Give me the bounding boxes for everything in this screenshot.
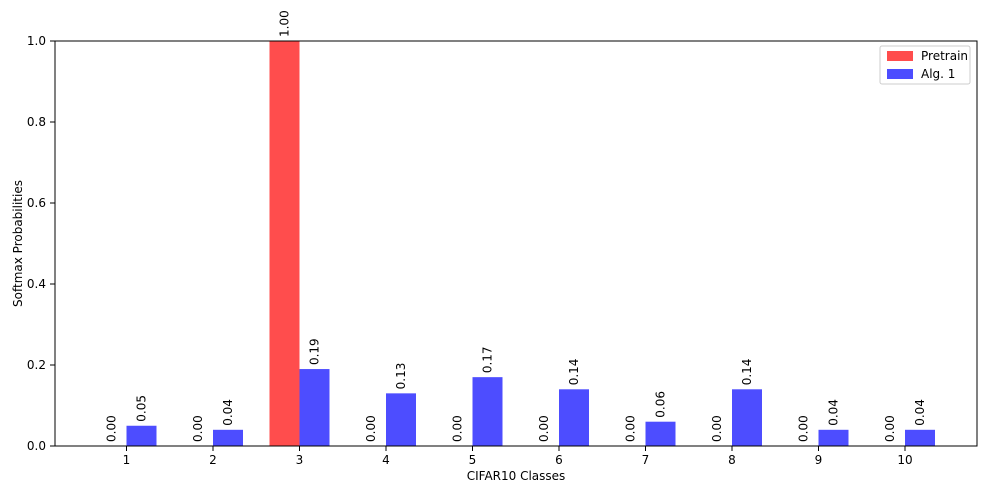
bar-label-alg1-1: 0.05: [135, 395, 149, 422]
bar-label-pretrain-3: 1.00: [278, 10, 292, 37]
legend-swatch-pretrain: [887, 51, 913, 61]
bar-label-alg1-10: 0.04: [913, 399, 927, 426]
bar-label-alg1-2: 0.04: [221, 399, 235, 426]
bar-label-pretrain-4: 0.00: [364, 415, 378, 442]
bar-alg1-4: [386, 393, 416, 446]
y-tick-label-1.0: 1.0: [27, 34, 46, 48]
plot-frame: [54, 40, 978, 447]
bar-label-alg1-7: 0.06: [654, 391, 668, 418]
bar-label-pretrain-9: 0.00: [797, 415, 811, 442]
bar-alg1-10: [905, 429, 935, 446]
x-axis-label: CIFAR10 Classes: [467, 469, 566, 483]
bar-pretrain-3: [269, 41, 300, 446]
bar-label-alg1-3: 0.19: [308, 338, 322, 365]
bar-alg1-6: [559, 389, 589, 446]
bar-alg1-1: [126, 425, 157, 446]
bar-label-pretrain-2: 0.00: [191, 415, 205, 442]
x-tick-label-7: 7: [642, 453, 650, 467]
x-tick-label-6: 6: [555, 453, 563, 467]
bar-alg1-5: [472, 377, 503, 446]
x-tick-label-5: 5: [469, 453, 477, 467]
legend-swatch-alg1: [887, 69, 913, 79]
x-tick-label-9: 9: [815, 453, 823, 467]
y-tick-label-0.6: 0.6: [27, 196, 46, 210]
plot-area: [55, 41, 977, 446]
bar-label-pretrain-6: 0.00: [537, 415, 551, 442]
y-tick-label-0.4: 0.4: [27, 277, 46, 291]
x-tick-label-1: 1: [123, 453, 131, 467]
x-tick-label-3: 3: [296, 453, 304, 467]
bar-alg1-3: [299, 369, 330, 446]
legend-label-pretrain: Pretrain: [921, 49, 968, 63]
y-tick-label-0.2: 0.2: [27, 358, 46, 372]
bar-label-pretrain-7: 0.00: [624, 415, 638, 442]
bar-label-alg1-9: 0.04: [827, 399, 841, 426]
bar-alg1-9: [818, 429, 849, 446]
bar-label-alg1-6: 0.14: [567, 359, 581, 386]
bar-label-pretrain-10: 0.00: [883, 415, 897, 442]
x-tick-label-2: 2: [209, 453, 217, 467]
bar-label-alg1-5: 0.17: [481, 346, 495, 373]
bar-alg1-2: [213, 429, 243, 446]
bar-label-pretrain-8: 0.00: [710, 415, 724, 442]
y-axis-label: Softmax Probabilities: [11, 180, 25, 307]
y-tick-label-0.8: 0.8: [27, 115, 46, 129]
x-tick-label-10: 10: [897, 453, 912, 467]
bar-label-alg1-8: 0.14: [740, 359, 754, 386]
bar-label-pretrain-1: 0.00: [105, 415, 119, 442]
y-tick-label-0.0: 0.0: [27, 439, 46, 453]
x-tick-label-4: 4: [382, 453, 390, 467]
legend: Pretrain Alg. 1: [879, 45, 971, 85]
legend-label-alg1: Alg. 1: [921, 67, 955, 81]
bar-alg1-8: [732, 389, 762, 446]
bar-label-alg1-4: 0.13: [394, 363, 408, 390]
bar-alg1-7: [645, 421, 676, 446]
x-tick-label-8: 8: [728, 453, 736, 467]
bar-label-pretrain-5: 0.00: [451, 415, 465, 442]
